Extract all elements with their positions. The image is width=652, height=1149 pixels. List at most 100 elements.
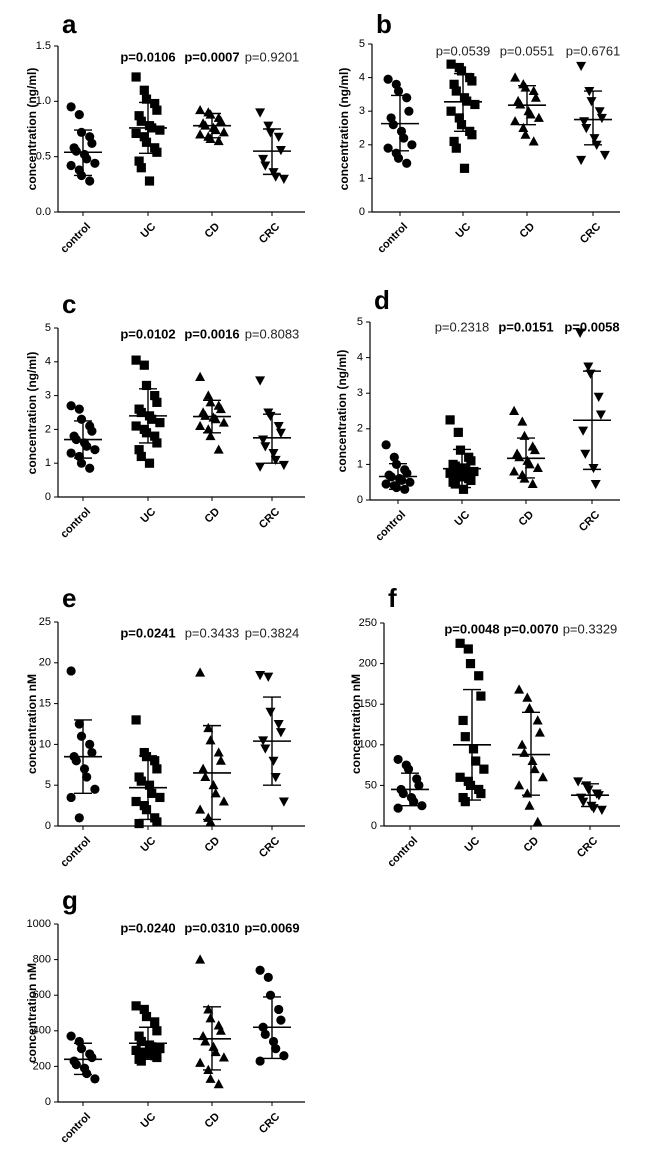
series-cd [507,405,545,488]
data-point [152,764,162,774]
x-tick-label-crc: CRC [257,1111,282,1136]
data-point [268,756,279,766]
data-point [576,155,587,166]
data-point [405,477,415,487]
y-tick-label: 600 [33,989,51,1001]
data-point [532,816,543,826]
data-point [465,780,476,790]
data-point [389,452,399,462]
data-point [534,727,545,737]
x-tick-label-uc: UC [453,221,473,241]
data-point [195,804,206,814]
data-point [275,428,286,438]
p-value-cd: p=0.0151 [498,319,553,334]
data-point [270,455,281,466]
data-point [215,755,226,765]
data-point [152,105,162,115]
series-control [379,440,417,494]
data-point [397,475,407,486]
data-point [467,76,477,86]
data-point [76,414,87,424]
data-point [459,163,470,173]
data-point [76,458,87,468]
data-point [152,1052,162,1063]
data-point [150,1017,160,1027]
y-axis-label: concentration nM [25,674,39,774]
data-point [455,472,466,482]
data-point [131,796,141,807]
data-point [66,1031,76,1041]
data-point [465,659,476,669]
data-point [449,136,459,147]
data-point [265,990,276,1000]
data-point [131,1001,141,1011]
data-point [537,772,548,782]
series-cd [193,954,231,1089]
y-tick-label: 25 [39,616,51,628]
data-point [529,444,540,455]
x-tick-label-cd: CD [202,1111,222,1131]
data-point [449,79,459,89]
data-point [139,1004,149,1015]
data-point [90,158,100,168]
data-point [203,424,214,434]
data-point [414,780,424,791]
data-point [407,140,417,150]
data-point [510,116,521,126]
y-tick-label: 5 [359,38,365,50]
y-tick-label: 0 [357,494,363,506]
data-point [147,414,157,424]
data-point [213,444,224,454]
data-point [583,785,594,795]
series-crc [573,328,611,490]
y-axis-label: concentration (ng/ml) [335,350,349,473]
data-point [263,121,274,131]
data-point [195,371,206,382]
y-tick-label: 1 [359,172,365,184]
data-point [383,74,393,84]
y-tick-label: 1000 [27,918,51,930]
data-point [141,752,152,762]
data-point [275,728,286,738]
data-point [141,1011,152,1022]
data-point [263,672,274,682]
data-point [383,143,393,153]
data-point [518,122,529,132]
data-point [215,403,226,414]
data-point [402,93,412,103]
data-point [85,739,95,750]
data-point [200,410,211,420]
p-value-cd: p=0.0310 [184,920,239,935]
data-point [381,479,391,489]
p-value-cd: p=0.0551 [500,43,555,58]
data-point [456,120,467,130]
data-point [210,414,221,424]
data-point [575,328,586,338]
data-point [455,638,465,648]
data-point [136,776,146,786]
p-value-cd: p=0.0007 [184,49,239,64]
data-point [595,410,606,420]
series-cd [193,667,231,826]
series-crc [253,965,291,1066]
series-uc [129,1001,167,1066]
data-point [450,461,460,471]
data-point [134,156,144,166]
x-tick-label-crc: CRC [577,509,602,534]
data-point [82,441,92,451]
x-tick-label-control: control [375,221,410,256]
data-point [255,965,265,975]
panel-a: a concentration (ng/ml) 0.0 0.5 1.0 1.5 contro… [25,9,305,256]
data-point [268,1036,279,1047]
data-point [205,816,216,826]
data-point [476,788,486,799]
data-point [74,110,84,120]
y-tick-label: 1 [357,458,363,470]
data-point [210,124,221,135]
data-point [393,153,404,163]
data-point [203,722,214,733]
data-point [195,954,206,964]
data-point [463,644,473,654]
data-point [131,128,141,139]
data-point [529,763,540,774]
